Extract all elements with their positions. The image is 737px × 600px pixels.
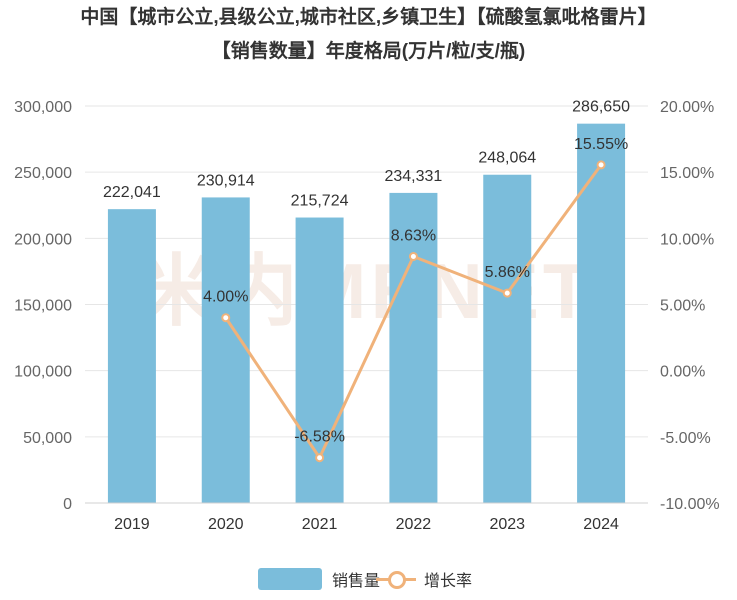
growth-point-2021 [315,453,325,463]
bar-value-label: 222,041 [103,184,161,201]
legend-item-growth[interactable]: 增长率 [376,566,472,592]
growth-point-2020 [221,313,231,323]
legend-label-sales: 销售量 [332,573,381,590]
chart-title-line-2: 【销售数量】年度格局(万片/粒/支/瓶) [211,41,526,62]
bar-value-label: 230,914 [197,172,255,189]
bar-value-label: 215,724 [291,193,349,210]
legend-bar-swatch [258,568,322,590]
y-left-tick-label: 50,000 [23,430,72,447]
y-left-tick-label: 100,000 [14,364,72,381]
x-tick-label: 2023 [489,516,525,533]
bar-2019 [107,209,156,503]
bar-2020 [201,197,250,503]
x-tick-label: 2024 [583,516,619,533]
growth-value-label: 8.63% [391,227,436,244]
x-tick-label: 2022 [396,516,432,533]
x-tick-label: 2019 [114,516,150,533]
legend-line-swatch [376,568,416,590]
y-right-tick-label: -10.00% [660,496,720,513]
growth-point-2024 [596,160,606,170]
y-right-tick-label: 0.00% [660,364,705,381]
bar-value-label: 248,064 [478,150,536,167]
chart-title-line-1: 中国【城市公立,县级公立,城市社区,乡镇卫生】【硫酸氢氯吡格雷片】 [80,7,657,28]
growth-value-label: -6.58% [294,429,345,446]
bar-2023 [483,174,532,503]
growth-value-label: 4.00% [203,289,248,306]
x-tick-label: 2020 [208,516,244,533]
legend: 销售量 增长率 [0,566,737,592]
growth-point-2023 [502,288,512,298]
growth-value-label: 15.55% [574,136,628,153]
bar-value-label: 234,331 [384,168,442,185]
y-right-tick-label: -5.00% [660,430,711,447]
bar-2022 [389,192,438,503]
chart-area: 米内MENET050,000100,000150,000200,000250,0… [14,99,720,533]
y-left-tick-label: 200,000 [14,231,72,248]
growth-value-label: 5.86% [485,264,530,281]
y-right-tick-label: 10.00% [660,231,714,248]
legend-label-growth: 增长率 [424,573,473,590]
y-right-tick-label: 5.00% [660,298,705,315]
y-left-tick-label: 0 [63,496,72,513]
growth-point-2022 [408,251,418,261]
bar-value-label: 286,650 [572,99,630,116]
x-tick-label: 2021 [302,516,338,533]
y-right-tick-label: 15.00% [660,165,714,182]
bar-2024 [577,123,626,503]
y-left-tick-label: 300,000 [14,99,72,116]
y-left-tick-label: 250,000 [14,165,72,182]
y-right-tick-label: 20.00% [660,99,714,116]
legend-item-sales[interactable]: 销售量 [258,566,380,592]
y-left-tick-label: 150,000 [14,298,72,315]
